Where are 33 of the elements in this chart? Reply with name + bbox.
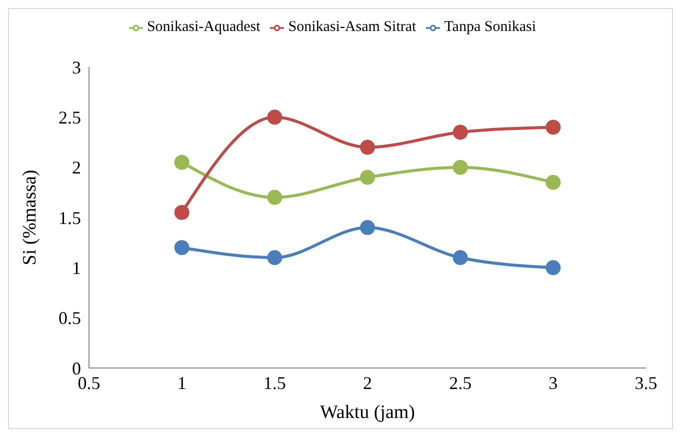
y-tick-label: 1 bbox=[72, 258, 81, 278]
y-tick-label: 0.5 bbox=[58, 308, 81, 328]
legend-label: Sonikasi-Aquadest bbox=[146, 19, 260, 35]
legend-label: Tanpa Sonikasi bbox=[444, 19, 536, 35]
y-tick-label: 3 bbox=[72, 57, 81, 78]
point bbox=[174, 240, 190, 256]
point bbox=[546, 120, 561, 135]
y-tick-label: 2.5 bbox=[58, 108, 81, 128]
point bbox=[546, 174, 561, 190]
point bbox=[174, 204, 190, 220]
x-tick-label: 1.5 bbox=[263, 372, 286, 393]
y-axis-title: Si (%massa) bbox=[20, 170, 41, 266]
y-tick-label: 0 bbox=[72, 358, 81, 378]
point bbox=[267, 190, 282, 205]
point bbox=[267, 250, 282, 266]
point bbox=[360, 170, 375, 185]
y-tick-label: 2 bbox=[72, 158, 81, 178]
point bbox=[267, 110, 282, 125]
point bbox=[452, 250, 468, 266]
x-axis-title: Waktu (jam) bbox=[320, 402, 416, 423]
point bbox=[452, 124, 468, 140]
x-tick-label: 3.5 bbox=[634, 372, 658, 393]
legend-label: Sonikasi-Asam Sitrat bbox=[288, 19, 416, 35]
point bbox=[360, 220, 375, 236]
x-tick-label: 2 bbox=[363, 372, 372, 393]
x-tick-label: 2.5 bbox=[449, 372, 472, 393]
point bbox=[174, 154, 190, 170]
point bbox=[360, 140, 375, 155]
point bbox=[546, 260, 561, 276]
point bbox=[452, 160, 468, 175]
x-tick-label: 3 bbox=[548, 372, 558, 393]
y-tick-label: 1.5 bbox=[58, 208, 81, 228]
x-tick-label: 1 bbox=[177, 372, 186, 393]
